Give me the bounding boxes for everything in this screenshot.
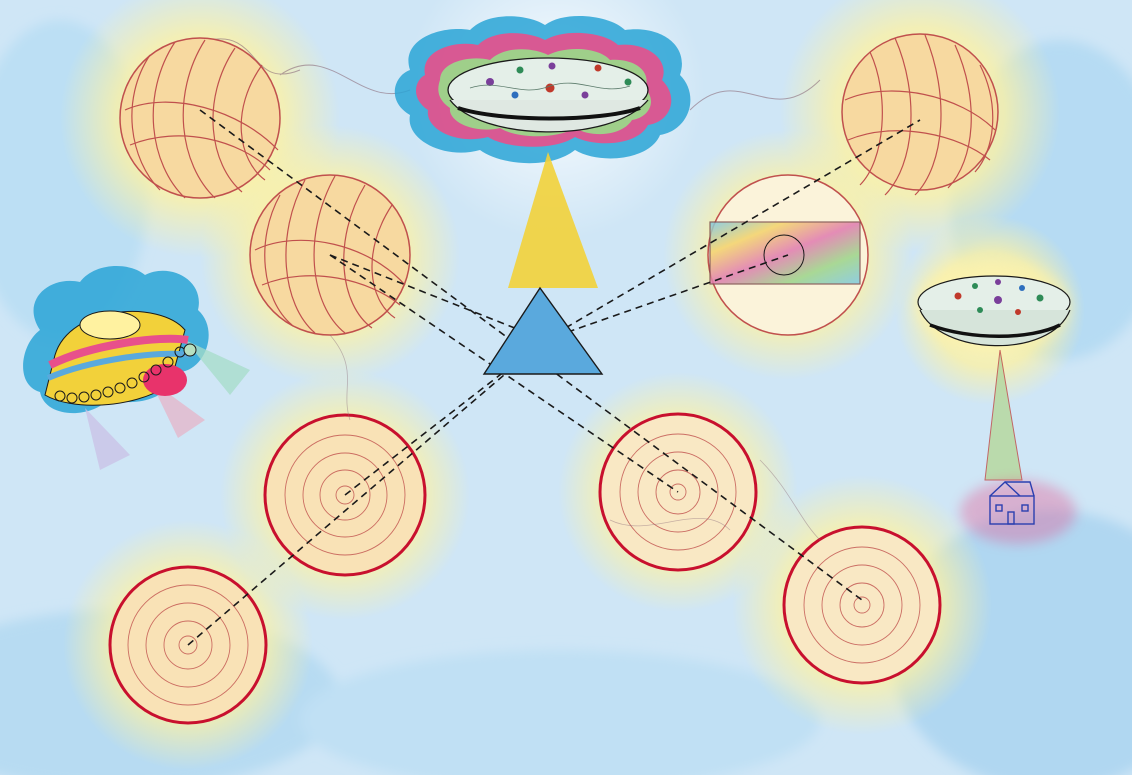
triangle-prism-icon [482,286,604,375]
orb-bottom-right [782,525,942,685]
orb-top-right [841,33,999,196]
wavy-thread [209,38,821,111]
yellow-beam [508,152,598,288]
ufo-spaceship-icon [23,265,250,470]
ufo-saucer-right [914,260,1071,350]
ship-beam-purple [85,408,130,470]
pencil-sketches [329,334,821,541]
ship-beam-green [185,340,250,395]
house-icon [989,481,1035,525]
rainbow-window [709,221,861,285]
house-glow [960,480,1076,544]
green-beam [984,349,1023,481]
orb-top-left [119,37,281,199]
ufo-saucer-icon [394,15,691,164]
